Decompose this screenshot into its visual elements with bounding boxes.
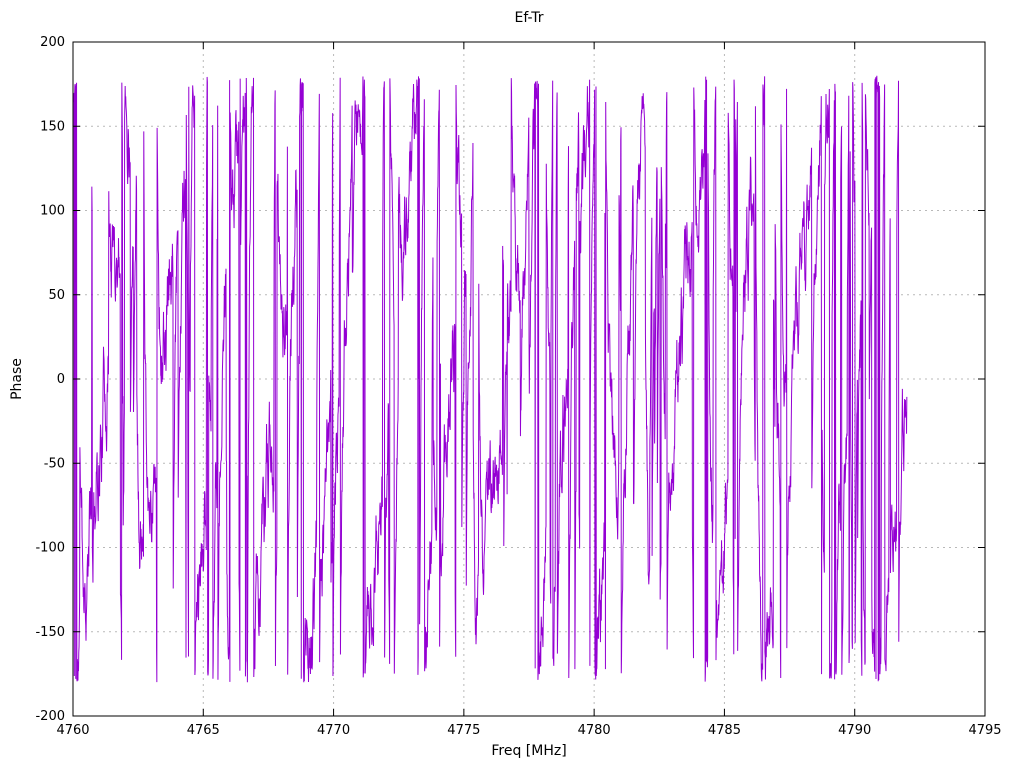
- x-tick-label: 4780: [578, 723, 611, 738]
- y-tick-label: 100: [40, 204, 65, 219]
- y-tick-label: 200: [40, 35, 65, 50]
- y-tick-label: 150: [40, 119, 65, 134]
- y-tick-label: -200: [35, 709, 65, 724]
- x-tick-label: 4790: [838, 723, 871, 738]
- chart-title: Ef-Tr: [514, 10, 544, 26]
- x-axis-label: Freq [MHz]: [491, 743, 567, 759]
- y-tick-label: -100: [35, 541, 65, 556]
- y-tick-label: -50: [44, 456, 65, 471]
- x-tick-label: 4785: [708, 723, 741, 738]
- y-tick-label: 0: [57, 372, 65, 387]
- x-tick-label: 4760: [56, 723, 89, 738]
- x-tick-label: 4795: [968, 723, 1001, 738]
- x-tick-label: 4775: [447, 723, 480, 738]
- phase-trace: [73, 75, 908, 683]
- x-tick-label: 4765: [187, 723, 220, 738]
- y-tick-label: 50: [48, 288, 65, 303]
- y-axis-label: Phase: [9, 358, 25, 400]
- x-tick-label: 4770: [317, 723, 350, 738]
- y-tick-label: -150: [35, 625, 65, 640]
